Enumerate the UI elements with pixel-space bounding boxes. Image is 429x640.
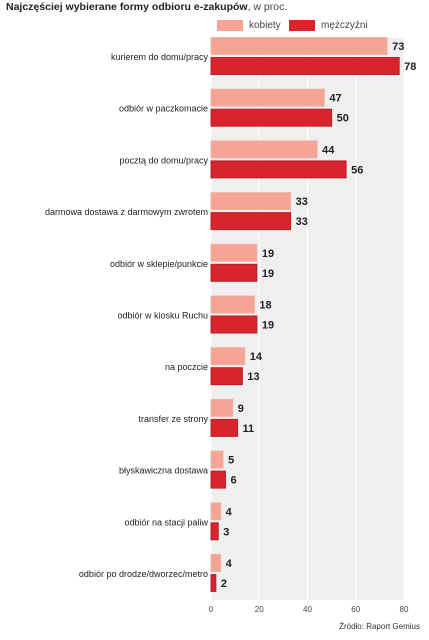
bar-kobiety [210,37,388,55]
chart-title: Najczęściej wybierane formy odbioru e-za… [6,1,287,13]
bar-mezczyzni [210,315,258,334]
category-label: darmowa dostawa z darmowym zwrotem [45,207,208,217]
bar-kobiety [210,554,222,572]
value-label: 19 [262,268,274,280]
bar-mezczyzni [210,263,258,282]
legend-item-kobiety: kobiety [217,19,281,31]
value-label: 4 [226,506,233,518]
value-label: 47 [329,93,341,105]
bar-kobiety [210,450,224,469]
value-label: 19 [262,320,274,332]
legend-label-kobiety: kobiety [249,19,281,31]
legend-item-mezczyzni: mężczyźni [289,19,368,31]
value-label: 33 [296,196,308,208]
value-label: 4 [226,558,233,570]
category-label: odbiór w sklepie/punkcie [110,259,208,269]
category-label: kurierem do domu/pracy [111,52,209,62]
legend-label-mezczyzni: mężczyźni [321,19,368,31]
category-label: błyskawiczna dostawa [119,466,208,476]
legend-swatch-kobiety [217,19,243,31]
category-label: transfer ze strony [138,414,208,424]
value-label: 5 [228,455,234,467]
value-label: 9 [238,403,244,415]
value-label: 11 [243,423,255,435]
value-label: 6 [230,475,236,487]
value-label: 33 [296,216,308,228]
bar-mezczyzni [210,367,243,386]
value-label: 19 [262,248,274,260]
x-tick-label: 20 [255,605,264,614]
bar-kobiety [210,398,234,417]
bar-mezczyzni [210,418,239,437]
x-tick-label: 60 [351,605,360,614]
x-tick-label: 40 [303,605,312,614]
bar-mezczyzni [210,212,292,231]
bar-kobiety [210,295,255,314]
chart-title-unit: , w proc. [247,1,288,13]
value-label: 13 [247,371,259,383]
category-label: odbiór na stacji paliw [124,517,208,527]
bar-kobiety [210,140,318,159]
x-tick-label: 80 [400,605,409,614]
bar-kobiety [210,243,258,262]
value-label: 18 [259,300,271,312]
bar-kobiety [210,88,325,107]
bar-mezczyzni [210,108,333,127]
category-label: odbiór w kiosku Ruchu [117,311,208,321]
category-label: odbiór po drodze/dworzec/metro [79,569,208,579]
x-tick-label: 0 [209,605,214,614]
bar-mezczyzni [210,522,219,541]
bar-kobiety [210,347,246,366]
bar-mezczyzni [210,574,217,592]
legend-swatch-mezczyzni [289,19,315,31]
value-label: 2 [221,578,227,590]
bar-mezczyzni [210,470,226,489]
chart-title-main: Najczęściej wybierane formy odbioru e-za… [6,1,248,13]
value-label: 56 [351,164,363,176]
category-label: pocztą do domu/pracy [119,155,208,165]
category-label: na poczcie [165,362,208,372]
value-label: 78 [404,61,416,73]
bar-kobiety [210,502,222,521]
value-label: 50 [337,113,349,125]
bar-kobiety [210,192,292,211]
value-label: 44 [322,144,335,156]
bar-mezczyzni [210,160,347,179]
source-note: Źródło: Raport Gemius [339,622,420,631]
value-label: 73 [392,41,404,53]
value-label: 14 [250,351,263,363]
category-label: odbiór w paczkomacie [119,104,208,114]
value-label: 3 [223,526,229,538]
bar-mezczyzni [210,57,400,75]
